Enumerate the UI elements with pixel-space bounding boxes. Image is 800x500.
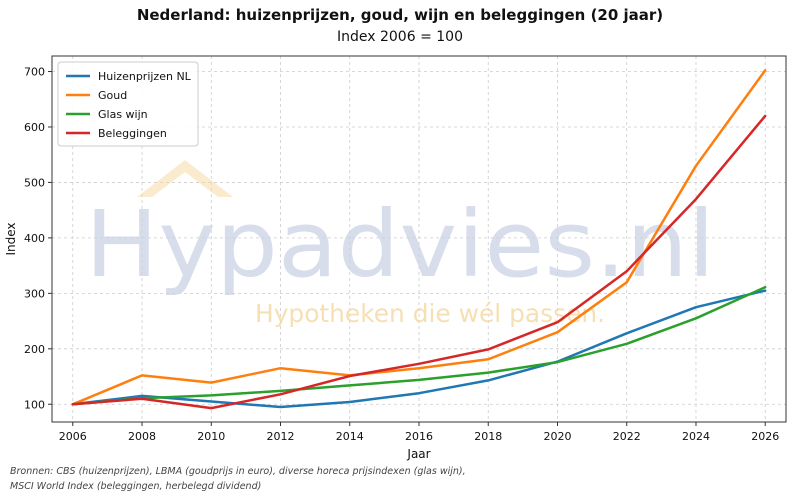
y-tick-label: 200	[24, 343, 45, 356]
x-tick-label: 2016	[405, 430, 433, 443]
source-note: Bronnen: CBS (huizenprijzen), LBMA (goud…	[10, 464, 466, 494]
y-tick-label: 300	[24, 287, 45, 300]
chart-subtitle: Index 2006 = 100	[337, 29, 463, 45]
watermark: Hypadvies.nl Hypotheken die wél passen.	[85, 160, 715, 328]
series-line-goud	[71, 69, 767, 406]
source-line: MSCI World Index (beleggingen, herbelegd…	[10, 481, 262, 492]
x-tick-label: 2024	[682, 430, 710, 443]
series-line-huizenprijzen-nl	[71, 289, 767, 409]
y-tick-label: 500	[24, 176, 45, 189]
source-line: Bronnen: CBS (huizenprijzen), LBMA (goud…	[10, 466, 466, 477]
x-tick-label: 2012	[267, 430, 295, 443]
x-tick-label: 2008	[128, 430, 156, 443]
x-tick-label: 2018	[474, 430, 502, 443]
x-axis-label: Jaar	[406, 447, 430, 461]
x-tick-label: 2014	[336, 430, 364, 443]
y-tick-label: 700	[24, 66, 45, 79]
watermark-roof-icon	[137, 160, 233, 197]
legend-box	[57, 61, 199, 147]
watermark-brand: Hypadvies.nl	[85, 191, 715, 298]
y-tick-label: 600	[24, 121, 45, 134]
series-line-glas-wijn	[71, 285, 767, 406]
y-tick-label: 400	[24, 232, 45, 245]
legend-label: Glas wijn	[98, 108, 148, 121]
legend-label: Goud	[98, 89, 127, 102]
chart-title: Nederland: huizenprijzen, goud, wijn en …	[136, 6, 664, 24]
x-tick-label: 2022	[613, 430, 641, 443]
legend-label: Beleggingen	[98, 127, 167, 140]
x-tick-label: 2010	[197, 430, 225, 443]
series-line-beleggingen	[71, 114, 767, 410]
x-tick-label: 2020	[543, 430, 571, 443]
x-tick-label: 2006	[59, 430, 87, 443]
x-tick-label: 2026	[751, 430, 779, 443]
y-tick-label: 100	[24, 398, 45, 411]
watermark-tagline: Hypotheken die wél passen.	[255, 299, 605, 328]
legend-label: Huizenprijzen NL	[98, 70, 192, 83]
legend: Huizenprijzen NL Goud Glas wijn Beleggingen	[57, 61, 199, 147]
y-axis-label: Index	[4, 222, 18, 255]
